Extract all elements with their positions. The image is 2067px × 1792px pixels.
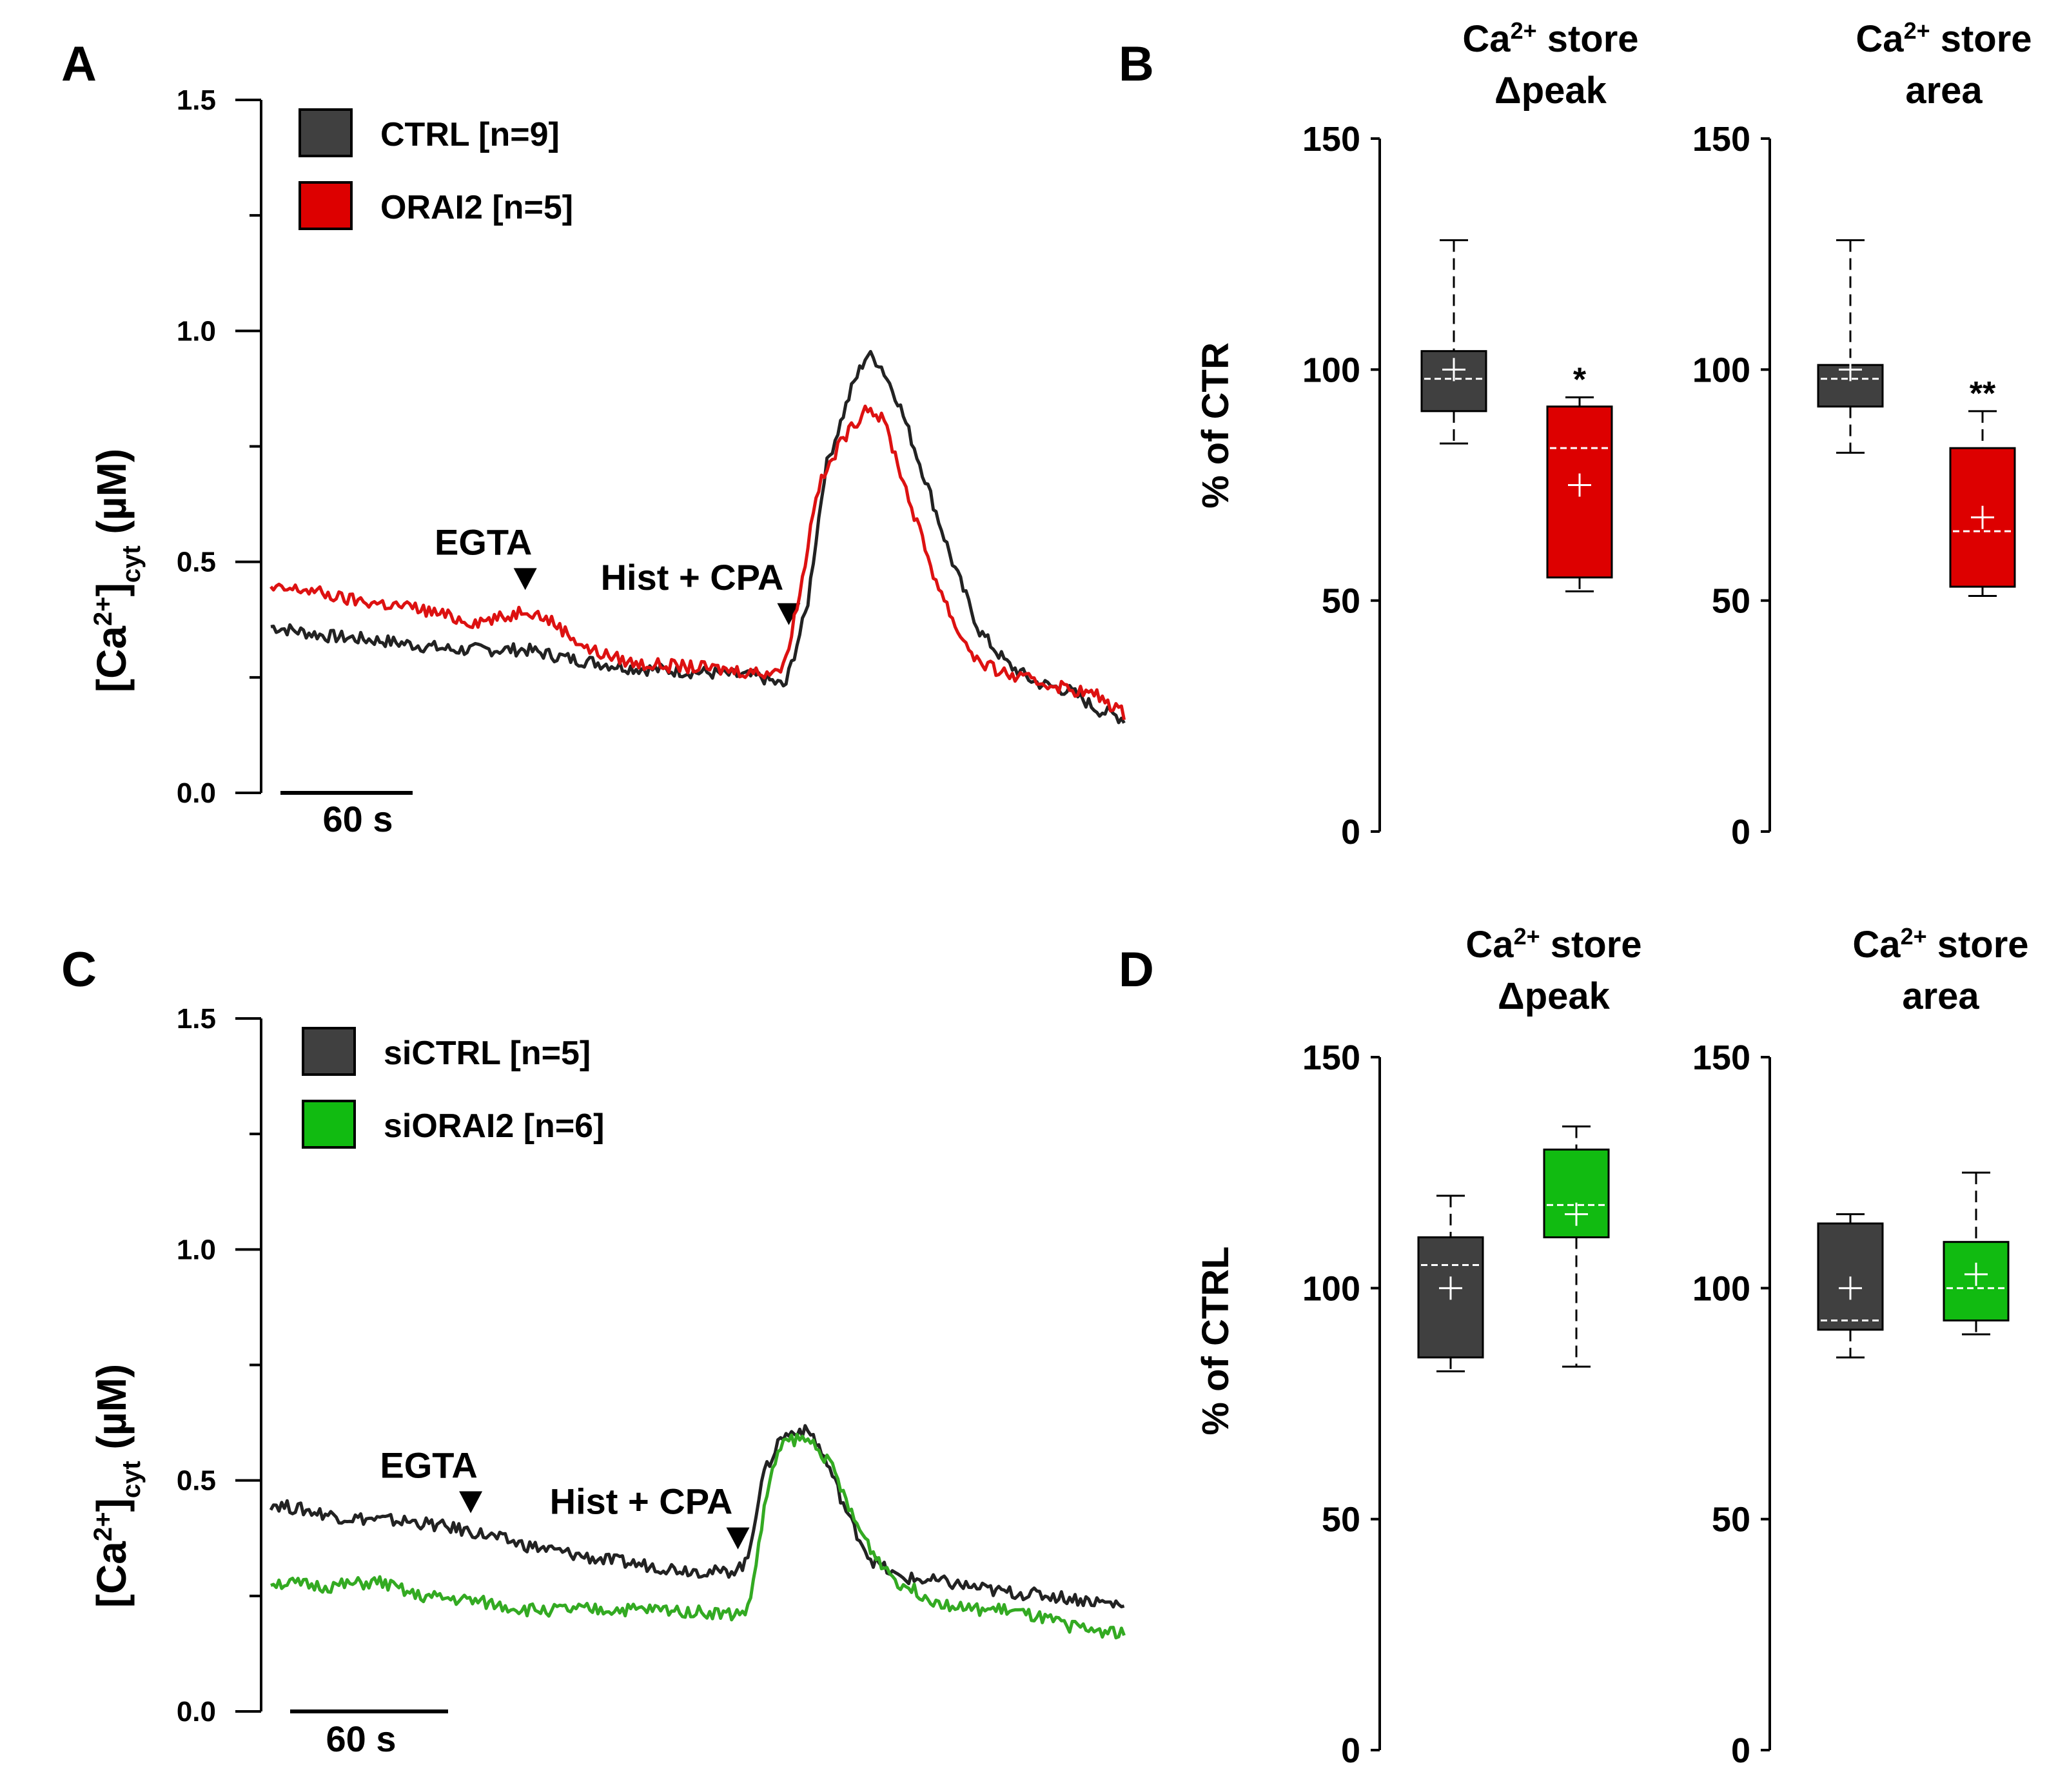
box-y-tick-label: 50 <box>1322 1501 1360 1539</box>
trace-siorai2 <box>270 1432 1126 1640</box>
panel-letter-a: A <box>61 37 97 92</box>
box-y-tick-label: 0 <box>1731 1731 1750 1770</box>
y-tick-label: 0.5 <box>177 547 216 578</box>
significance-marker: ** <box>1970 375 1996 413</box>
subplot-title-line2: Δpeak <box>1498 975 1611 1017</box>
significance-marker: * <box>1573 361 1587 398</box>
y-tick-label: 1.0 <box>177 315 216 347</box>
legend-swatch-orai2 <box>299 181 353 230</box>
box-ctrl <box>1817 239 1884 454</box>
box-siorai2 <box>1543 1125 1610 1368</box>
trace-sictrl <box>269 1424 1125 1609</box>
box-y-tick-label: 150 <box>1302 120 1360 159</box>
egta-arrow <box>513 568 537 590</box>
legend-label-sictrl: siCTRL [n=5] <box>384 1035 591 1072</box>
box-y-tick-label: 150 <box>1302 1038 1360 1077</box>
egta-annotation: EGTA <box>435 521 532 562</box>
box-sictrl <box>1817 1213 1884 1359</box>
subplot-title-line2: Δpeak <box>1494 70 1607 112</box>
box-y-tick-label: 100 <box>1692 1269 1750 1308</box>
legend-label-siorai2: siORAI2 [n=6] <box>384 1107 604 1145</box>
y-tick-label: 1.5 <box>177 84 216 116</box>
hist-cpa-arrow <box>777 603 801 625</box>
trace-ctrl <box>270 349 1126 725</box>
egta-arrow <box>459 1491 483 1514</box>
y-tick-label: 1.5 <box>177 1003 216 1035</box>
panel-d-ylabel: % of CTRL <box>1195 1246 1237 1435</box>
box-y-tick-label: 150 <box>1692 120 1750 159</box>
panel-a-trace-chart: [Ca2+]cyt (µM) 0.0 0.5 1.0 1.5 CTRL [n=9] O… <box>88 84 1126 839</box>
box-y-tick-label: 50 <box>1712 1501 1750 1539</box>
panel-letter-c: C <box>61 942 97 997</box>
egta-annotation: EGTA <box>380 1445 477 1486</box>
legend-swatch-siorai2 <box>302 1100 356 1149</box>
y-tick-label: 0.5 <box>177 1465 216 1497</box>
box-iqr <box>1546 405 1613 579</box>
panel-c-trace-chart: [Ca2+]cyt (µM) 0.0 0.5 1.0 1.5 siCTRL [n=5]… <box>88 1003 1126 1759</box>
box-siorai2 <box>1943 1171 2010 1336</box>
panel-b-ylabel: % of CTR <box>1195 342 1237 509</box>
panel-a-scale-label: 60 s <box>323 799 393 839</box>
box-orai2: * <box>1546 361 1613 592</box>
hist-cpa-annotation: Hist + CPA <box>550 1481 733 1522</box>
panel-letter-d: D <box>1119 942 1154 997</box>
box-y-tick-label: 100 <box>1692 351 1750 389</box>
box-y-tick-label: 0 <box>1341 1731 1360 1770</box>
y-tick-label: 0.0 <box>177 777 216 809</box>
legend-swatch-ctrl <box>299 108 353 157</box>
box-y-tick-label: 100 <box>1302 351 1360 389</box>
panel-a-ylabel: [Ca2+]cyt (µM) <box>88 449 146 692</box>
panel-d-box-charts: % of CTRL Ca2+ store Δpeak 0 50 100 150 Ca2+ … <box>1195 923 2029 1771</box>
subplot-title: Ca2+ store <box>1852 923 2028 966</box>
box-y-tick-label: 50 <box>1322 582 1360 621</box>
subplot-title: Ca2+ store <box>1462 17 1638 61</box>
box-y-tick-label: 0 <box>1341 813 1360 852</box>
box-ctrl <box>1420 239 1487 445</box>
panel-b-box-charts: % of CTR Ca2+ store Δpeak 0 50 100 150 * Ca2+ … <box>1195 17 2032 852</box>
y-tick-label: 1.0 <box>177 1234 216 1265</box>
legend-swatch-sictrl <box>302 1027 356 1076</box>
box-y-tick-label: 150 <box>1692 1038 1750 1077</box>
trace-orai2 <box>269 404 1126 721</box>
subplot-title-line2: area <box>1902 975 1979 1017</box>
box-orai2: ** <box>1949 375 2016 597</box>
box-sictrl <box>1417 1194 1484 1372</box>
legend-label-ctrl: CTRL [n=9] <box>380 116 560 153</box>
hist-cpa-arrow <box>726 1527 750 1550</box>
subplot-title: Ca2+ store <box>1856 17 2032 61</box>
box-y-tick-label: 100 <box>1302 1269 1360 1308</box>
subplot-title: Ca2+ store <box>1465 923 1641 966</box>
y-tick-label: 0.0 <box>177 1696 216 1728</box>
box-y-tick-label: 0 <box>1731 813 1750 852</box>
panel-letter-b: B <box>1119 37 1154 92</box>
hist-cpa-annotation: Hist + CPA <box>601 557 784 598</box>
panel-c-scale-label: 60 s <box>326 1719 397 1759</box>
subplot-title-line2: area <box>1905 70 1983 112</box>
panel-c-ylabel: [Ca2+]cyt (µM) <box>88 1364 146 1608</box>
legend-label-orai2: ORAI2 [n=5] <box>380 189 573 226</box>
box-iqr <box>1949 447 2016 588</box>
box-y-tick-label: 50 <box>1712 582 1750 621</box>
